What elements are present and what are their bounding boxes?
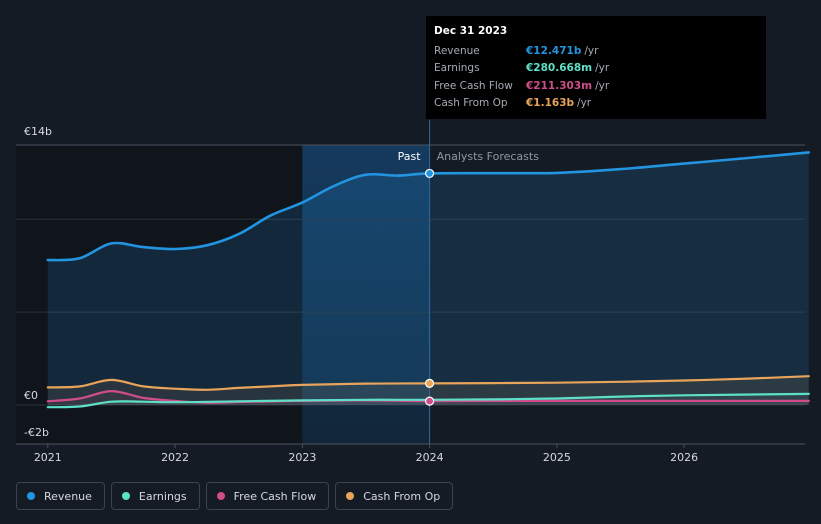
tooltip-unit: /yr <box>595 79 610 92</box>
cash-from-op-area <box>47 376 809 405</box>
tooltip-row-cash-from-op: Cash From Op €1.163b /yr <box>434 95 758 113</box>
legend-label: Cash From Op <box>363 489 441 503</box>
tooltip-unit: /yr <box>595 62 610 75</box>
legend-item-revenue[interactable]: Revenue <box>16 482 105 510</box>
cash-from-op-marker <box>424 378 435 389</box>
tooltip-value: €211.303m <box>526 79 593 92</box>
legend-dot-icon <box>121 492 130 500</box>
tooltip-unit: /yr <box>577 97 592 110</box>
legend-dot-icon <box>216 492 225 500</box>
legend-item-cash-from-op[interactable]: Cash From Op <box>335 482 454 510</box>
cash-from-op-line <box>46 375 810 391</box>
past-background <box>16 145 303 444</box>
tooltip-label: Free Cash Flow <box>434 79 513 92</box>
forecast-label: Analysts Forecasts <box>437 150 540 163</box>
chart-tooltip: Dec 31 2023 Revenue €12.471b /yr Earning… <box>426 16 766 119</box>
revenue-area <box>47 152 809 405</box>
x-tick-label: 2022 <box>161 451 189 464</box>
past-label: Past <box>398 150 422 163</box>
x-tick-label: 2023 <box>288 451 316 464</box>
legend-item-earnings[interactable]: Earnings <box>110 482 200 510</box>
highlight-band <box>302 145 430 444</box>
x-tick-label: 2021 <box>34 451 62 464</box>
tooltip-row-free-cash-flow: Free Cash Flow €211.303m /yr <box>434 77 758 95</box>
revenue-line <box>46 151 811 262</box>
x-tick-label: 2026 <box>670 451 698 464</box>
y-tick-label: €14b <box>24 125 52 138</box>
legend-label: Revenue <box>44 489 92 503</box>
tooltip-value: €1.163b <box>526 97 575 110</box>
legend-dot-icon <box>27 492 35 500</box>
x-tick-label: 2024 <box>416 451 444 464</box>
y-tick-label: -€2b <box>24 426 49 439</box>
legend-label: Earnings <box>138 489 187 503</box>
tooltip-label: Cash From Op <box>434 97 508 110</box>
tooltip-unit: /yr <box>584 44 599 57</box>
legend-item-free-cash-flow[interactable]: Free Cash Flow <box>205 482 330 510</box>
tooltip-row-revenue: Revenue €12.471b /yr <box>434 42 758 60</box>
earnings-line <box>46 392 810 409</box>
y-tick-label: €0 <box>24 389 38 402</box>
chart-legend: Revenue Earnings Free Cash Flow Cash Fro… <box>16 482 454 510</box>
tooltip-row-earnings: Earnings €280.668m /yr <box>434 60 758 78</box>
legend-label: Free Cash Flow <box>233 489 317 503</box>
free-cash-flow-marker <box>424 396 435 406</box>
tooltip-label: Revenue <box>434 44 480 57</box>
tooltip-value: €280.668m <box>526 62 593 75</box>
x-tick-label: 2025 <box>543 451 571 464</box>
tooltip-date: Dec 31 2023 <box>434 25 508 37</box>
tooltip-label: Earnings <box>434 62 480 75</box>
legend-dot-icon <box>346 492 355 500</box>
revenue-marker <box>424 168 435 179</box>
tooltip-value: €12.471b <box>526 44 582 57</box>
